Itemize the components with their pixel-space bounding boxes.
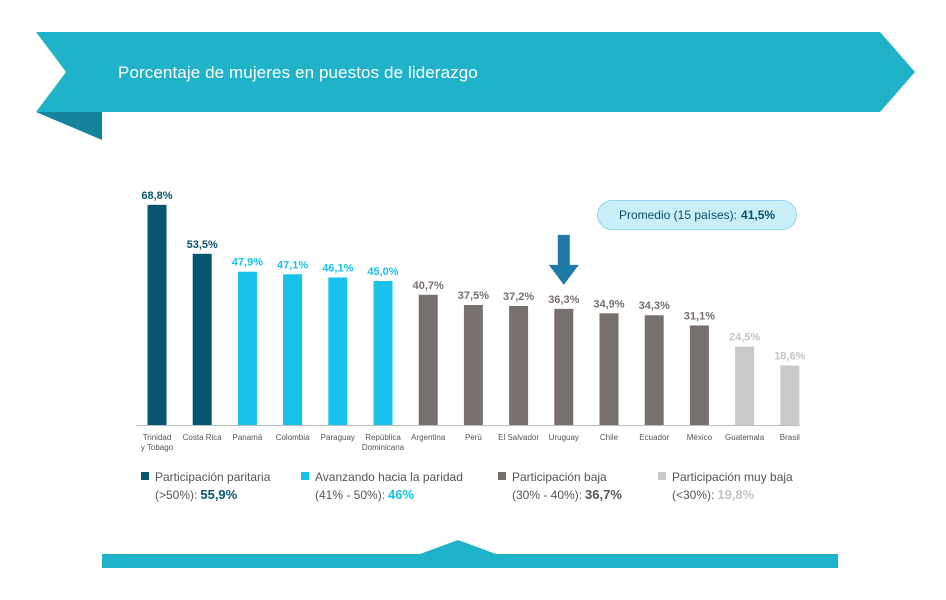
value-label-costa-rica: 53,5%	[187, 239, 218, 251]
bar-uruguay	[554, 308, 574, 425]
average-value: 41,5%	[741, 208, 776, 222]
value-label-trinidad-y-tobago: 68,8%	[141, 190, 172, 202]
value-label-colombia: 47,1%	[277, 259, 308, 271]
bar-brasil	[780, 365, 800, 425]
bar-paraguay	[328, 277, 348, 425]
bar-peru	[463, 305, 483, 425]
legend-label: Participación paritaria	[155, 470, 271, 484]
banner-ribbon	[36, 32, 915, 112]
tick-label-ecuador: Ecuador	[639, 433, 669, 442]
tick-label-panama: Panamá	[233, 433, 263, 442]
average-badge: Promedio (15 países): 41,5%	[597, 200, 797, 230]
tick-label-brasil: Brasil	[780, 433, 800, 442]
bar-ecuador	[644, 315, 664, 425]
tick-label-uruguay: Uruguay	[549, 433, 579, 442]
legend-item-1: Participación paritaria (>50%): 55,9%	[141, 469, 270, 504]
tick-label-mexico: México	[687, 433, 713, 442]
bar-mexico	[689, 325, 709, 425]
chart-title: Porcentaje de mujeres en puestos de lide…	[118, 63, 478, 82]
bar-chile	[599, 313, 619, 425]
legend-group-average: 55,9%	[200, 487, 238, 502]
footer-notch	[420, 540, 496, 554]
bar-guatemala	[735, 346, 755, 425]
tick-label-costa-rica: Costa Rica	[183, 433, 223, 442]
tick-label-el-salvador: El Salvador	[498, 433, 539, 442]
value-label-chile: 34,9%	[593, 298, 624, 310]
legend-label: Participación muy baja	[672, 470, 793, 484]
banner-fold	[36, 112, 102, 140]
legend-range: (<30%):	[672, 488, 715, 502]
legend-group-average: 46%	[388, 487, 415, 502]
legend-swatch	[658, 472, 666, 480]
bar-costa-rica	[192, 253, 212, 425]
legend-range: (41% - 50%):	[315, 488, 386, 502]
legend-item-2: Avanzando hacia la paridad (41% - 50%): 46…	[301, 469, 463, 504]
value-label-republica-dominicana: 45,0%	[367, 266, 398, 278]
tick-label-paraguay: Paraguay	[321, 433, 355, 442]
legend-swatch	[301, 472, 309, 480]
bar-panama	[237, 271, 257, 425]
bar-colombia	[283, 274, 303, 425]
legend-swatch	[141, 472, 149, 480]
value-label-guatemala: 24,5%	[729, 332, 760, 344]
bar-el-salvador	[509, 305, 529, 425]
value-label-brasil: 18,6%	[774, 350, 805, 362]
value-label-uruguay: 36,3%	[548, 294, 579, 306]
value-label-mexico: 31,1%	[684, 310, 715, 322]
legend-label: Avanzando hacia la paridad	[315, 470, 463, 484]
legend-range: (>50%):	[155, 488, 198, 502]
tick-label-guatemala: Guatemala	[725, 433, 765, 442]
tick-label-trinidad-y-tobago: Trinidad y Tobago	[141, 433, 174, 452]
tick-label-colombia: Colombia	[276, 433, 310, 442]
legend-item-3: Participación baja (30% - 40%): 36,7%	[498, 469, 622, 504]
legend-group-average: 19,8%	[717, 487, 755, 502]
highlight-arrow-icon	[548, 234, 579, 285]
legend-range: (30% - 40%):	[512, 488, 583, 502]
value-label-paraguay: 46,1%	[322, 262, 353, 274]
bar-republica-dominicana	[373, 281, 393, 425]
value-label-ecuador: 34,3%	[639, 300, 670, 312]
legend-swatch	[498, 472, 506, 480]
tick-label-peru: Perú	[465, 433, 482, 442]
tick-label-chile: Chile	[600, 433, 619, 442]
footer-bar	[102, 540, 838, 568]
title-banner	[36, 32, 915, 140]
value-label-peru: 37,5%	[458, 290, 489, 302]
value-label-argentina: 40,7%	[413, 280, 444, 292]
bar-argentina	[418, 294, 438, 425]
footer-stripe	[102, 554, 838, 568]
legend-label: Participación baja	[512, 470, 607, 484]
value-label-el-salvador: 37,2%	[503, 291, 534, 303]
legend-group-average: 36,7%	[585, 487, 622, 502]
bar-trinidad-y-tobago	[147, 204, 167, 425]
tick-label-republica-dominicana: República Dominicana	[362, 433, 405, 452]
tick-label-argentina: Argentina	[411, 433, 446, 442]
legend-item-4: Participación muy baja (<30%): 19,8%	[658, 469, 793, 504]
average-label: Promedio (15 países):	[618, 208, 738, 222]
value-label-panama: 47,9%	[232, 257, 263, 269]
